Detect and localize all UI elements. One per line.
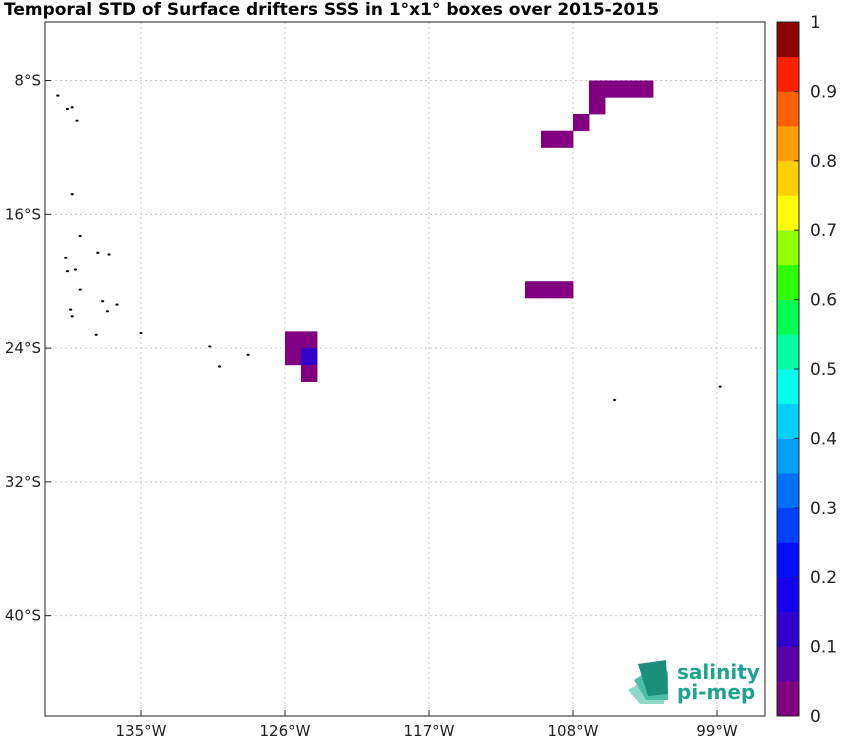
y-tick-label-2: 24°S	[5, 339, 41, 357]
x-tick-label-1: 126°W	[260, 722, 311, 740]
island-2	[70, 106, 74, 109]
colorbar-segment-7	[777, 438, 799, 474]
island-10	[65, 270, 69, 273]
y-tick-label-4: 40°S	[5, 607, 41, 625]
data-cell-0	[589, 80, 606, 98]
x-tick-label-4: 99°W	[696, 722, 738, 740]
island-15	[105, 310, 109, 313]
colorbar-segment-0	[777, 681, 799, 717]
island-8	[64, 256, 68, 259]
colorbar-segment-11	[777, 299, 799, 335]
colorbar-segment-14	[777, 195, 799, 231]
island-16	[70, 315, 74, 318]
colorbar-tick-label-3: 0.3	[810, 499, 837, 519]
colorbar-segment-4	[777, 542, 799, 578]
logo-text-line2: pi-mep	[677, 680, 756, 704]
colorbar-tick-label-6: 0.6	[810, 291, 837, 311]
colorbar-tick-label-2: 0.2	[810, 568, 837, 588]
data-cell-4	[589, 97, 606, 115]
colorbar-segment-6	[777, 473, 799, 509]
colorbar-segment-10	[777, 334, 799, 370]
data-cell-6	[541, 130, 558, 148]
island-markers	[56, 94, 722, 402]
island-13	[115, 303, 119, 306]
island-3	[75, 119, 79, 122]
data-cell-8	[525, 281, 542, 299]
colorbar-tick-label-0: 0	[810, 707, 821, 727]
y-tick-label-3: 32°S	[5, 473, 41, 491]
data-cell-7	[557, 130, 574, 148]
island-9	[73, 268, 77, 271]
data-cell-14	[301, 348, 318, 366]
island-18	[139, 331, 143, 335]
colorbar-segment-18	[777, 56, 799, 92]
colorbar-segment-16	[777, 126, 799, 162]
data-cells	[285, 80, 654, 382]
data-cell-5	[573, 113, 590, 132]
logo-wave-3	[638, 660, 668, 696]
colorbar-tick-label-10: 1	[810, 13, 821, 33]
colorbar-tick-label-9: 0.9	[810, 82, 837, 102]
data-cell-11	[285, 331, 302, 349]
x-axis: 135°W 126°W 117°W 108°W 99°W	[116, 710, 738, 740]
island-12	[101, 300, 105, 303]
data-cell-2	[621, 80, 638, 98]
colorbar-tick-label-1: 0.1	[810, 638, 837, 658]
island-23	[718, 385, 722, 388]
colorbar-segment-12	[777, 264, 799, 300]
data-cell-1	[605, 80, 622, 98]
island-20	[246, 353, 250, 356]
island-22	[613, 398, 617, 402]
colorbar-segment-8	[777, 403, 799, 439]
colorbar: 0 0.1 0.2 0.3 0.4 0.5 0.6 0.7 0.8 0.9 1	[776, 13, 837, 727]
grid-lines	[45, 22, 765, 716]
chart-title: Temporal STD of Surface drifters SSS in …	[4, 0, 660, 20]
colorbar-segment-19	[777, 22, 799, 57]
colorbar-segment-3	[777, 577, 799, 613]
data-cell-12	[301, 331, 318, 349]
island-17	[94, 333, 98, 336]
logo-text-line1: salinity	[677, 660, 760, 684]
island-0	[56, 94, 60, 97]
island-21	[217, 365, 221, 368]
colorbar-tick-label-5: 0.5	[810, 360, 837, 380]
island-14	[69, 308, 73, 311]
island-19	[208, 345, 212, 348]
colorbar-tick-label-4: 0.4	[810, 429, 837, 449]
data-cell-15	[301, 364, 318, 382]
plot-frame	[44, 21, 766, 717]
colorbar-segment-15	[777, 160, 799, 196]
data-cell-3	[637, 80, 654, 98]
colorbar-tick-label-7: 0.7	[810, 221, 837, 241]
colorbar-segment-17	[777, 91, 799, 127]
x-tick-label-3: 108°W	[548, 722, 599, 740]
island-6	[96, 251, 100, 254]
island-5	[78, 234, 82, 238]
colorbar-segment-2	[777, 611, 799, 647]
colorbar-segment-13	[777, 230, 799, 266]
y-axis: 8°S 16°S 24°S 32°S 40°S	[5, 72, 51, 625]
logo-icon	[628, 660, 668, 704]
colorbar-segment-1	[777, 646, 799, 682]
data-cell-10	[557, 281, 574, 299]
island-11	[78, 288, 82, 291]
island-4	[70, 193, 74, 196]
data-cell-13	[285, 348, 302, 366]
island-7	[107, 253, 111, 256]
y-tick-label-0: 8°S	[14, 72, 41, 90]
colorbar-segment-5	[777, 507, 799, 543]
island-1	[65, 107, 69, 111]
colorbar-tick-label-8: 0.8	[810, 152, 837, 172]
y-tick-label-1: 16°S	[5, 205, 41, 223]
x-tick-label-0: 135°W	[116, 722, 167, 740]
x-tick-label-2: 117°W	[404, 722, 455, 740]
data-cell-9	[541, 281, 558, 299]
colorbar-segment-9	[777, 369, 799, 404]
